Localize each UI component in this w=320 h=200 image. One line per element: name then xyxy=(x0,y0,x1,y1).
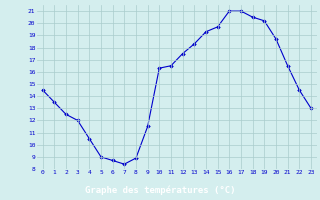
Text: Graphe des températures (°C): Graphe des températures (°C) xyxy=(85,185,235,195)
